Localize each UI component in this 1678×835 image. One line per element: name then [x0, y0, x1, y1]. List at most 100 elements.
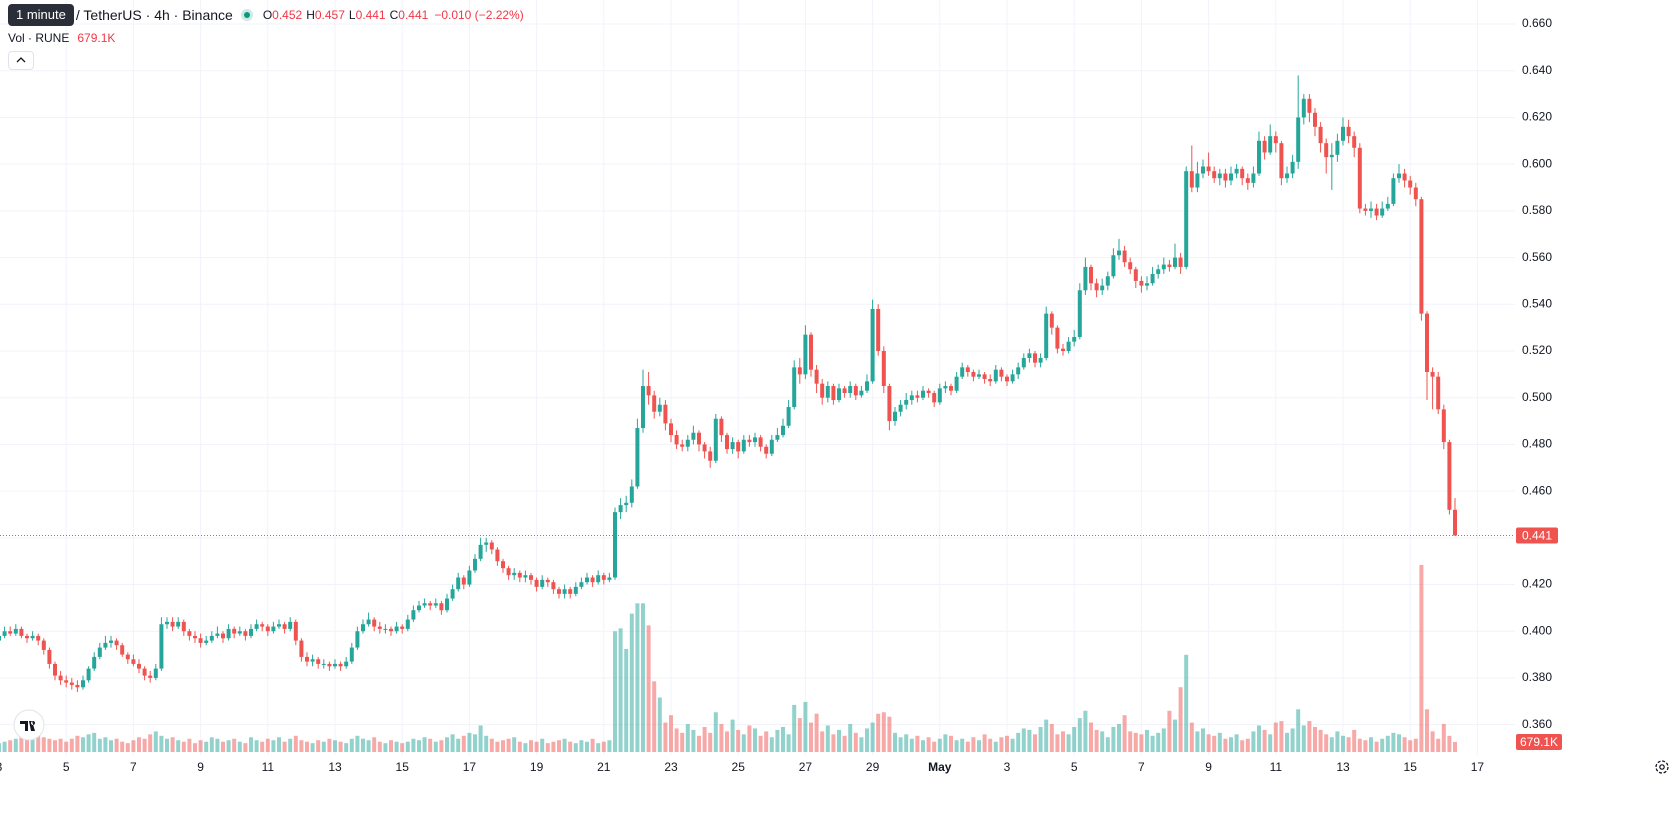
candle-body — [1408, 180, 1413, 188]
candle-body — [1083, 266, 1088, 291]
settings-icon[interactable] — [1655, 760, 1669, 774]
volume-bar — [697, 735, 701, 752]
volume-bar — [305, 741, 309, 752]
candle-body — [1133, 269, 1138, 281]
candle-body — [691, 432, 696, 440]
candle-body — [478, 544, 483, 559]
candle-body — [635, 428, 640, 487]
candle-body — [557, 589, 561, 594]
volume-bar — [293, 735, 298, 752]
candle-body — [260, 624, 265, 627]
symbol[interactable]: / TetherUS · 4h · Binance — [75, 7, 233, 23]
volume-bar — [243, 743, 248, 752]
candle-body — [47, 649, 52, 664]
candle-body — [517, 572, 522, 578]
candle-body — [1301, 98, 1306, 118]
candle-body — [344, 661, 349, 667]
volume-bar — [848, 724, 853, 752]
x-tick-label: 11 — [1270, 760, 1283, 774]
candle-body — [937, 388, 942, 403]
volume-bar — [456, 738, 461, 752]
volume-bar — [316, 740, 321, 752]
candle-body — [809, 334, 813, 370]
x-tick-label: May — [928, 760, 952, 774]
candle-body — [904, 400, 909, 405]
candle-body — [1217, 173, 1222, 179]
volume-bar — [36, 734, 41, 752]
volume-bar — [355, 735, 360, 752]
volume-bar — [1049, 724, 1054, 752]
volume-bar — [708, 732, 713, 752]
volume-bar — [288, 738, 293, 752]
volume-bar — [1010, 738, 1015, 752]
candle-body — [75, 684, 80, 688]
volume-bar — [568, 741, 573, 752]
candle-body — [697, 432, 701, 445]
volume-bar — [41, 737, 46, 752]
candle-body — [187, 631, 192, 636]
volume-bar — [1436, 738, 1441, 752]
candle-body — [915, 395, 920, 398]
volume-bar — [237, 741, 242, 752]
candle-body — [204, 640, 209, 643]
candle-body — [741, 439, 746, 452]
volume-bar — [837, 729, 841, 752]
candle-body — [1184, 171, 1189, 267]
candle-body — [1391, 178, 1396, 204]
candle-body — [820, 383, 825, 398]
x-tick-label: 13 — [328, 760, 342, 774]
volume-bar — [1111, 726, 1116, 752]
candle-body — [674, 435, 679, 445]
volume-bar — [775, 729, 780, 752]
volume-bar — [887, 716, 892, 752]
volume-bar — [590, 738, 595, 752]
volume-bar — [753, 728, 757, 752]
candle-body — [568, 589, 573, 594]
candle-body — [221, 633, 225, 639]
volume-bar — [820, 731, 825, 752]
volume-bar — [221, 741, 225, 752]
candle-body — [25, 635, 29, 639]
candle-body — [361, 624, 365, 632]
candle-body — [1089, 266, 1093, 284]
volume-bar — [1178, 687, 1183, 752]
y-tick-label: 0.660 — [1522, 16, 1552, 30]
candle-body — [1100, 285, 1105, 291]
x-tick-label: 5 — [1071, 760, 1078, 774]
volume-bar — [1425, 709, 1429, 752]
volume-bar — [1223, 738, 1228, 752]
volume-bar — [181, 741, 186, 752]
candle-body — [786, 407, 791, 426]
ohlc-value: 0.441 — [355, 8, 386, 22]
volume-bar — [405, 741, 410, 752]
collapse-button[interactable] — [8, 51, 34, 70]
candle-body — [993, 369, 998, 382]
candle-body — [562, 589, 567, 594]
volume-bar — [501, 740, 505, 752]
volume-bar — [909, 738, 914, 752]
volume-bar — [629, 613, 634, 752]
candle-body — [254, 624, 259, 629]
candle-body — [713, 418, 718, 461]
volume-bar — [153, 731, 158, 752]
candle-body — [1044, 313, 1049, 359]
candle-body — [1273, 136, 1278, 144]
candle-body — [142, 668, 147, 676]
candle-body — [1346, 126, 1351, 137]
volume-bar — [473, 734, 477, 752]
candle-body — [702, 444, 707, 452]
candle-body — [237, 631, 242, 634]
candle-body — [1189, 171, 1194, 188]
volume-bar — [400, 743, 405, 752]
candle-body — [1033, 353, 1037, 363]
volume-bar — [904, 734, 909, 752]
candle-body — [338, 663, 343, 667]
volume-bar — [198, 740, 203, 752]
y-tick-label: 0.620 — [1522, 110, 1552, 124]
candle-body — [1279, 143, 1284, 179]
volume-bar — [1262, 729, 1267, 752]
volume-bar — [1105, 737, 1110, 752]
candle-body — [181, 621, 186, 632]
volume-bar — [148, 734, 153, 752]
x-tick-label: 15 — [396, 760, 410, 774]
